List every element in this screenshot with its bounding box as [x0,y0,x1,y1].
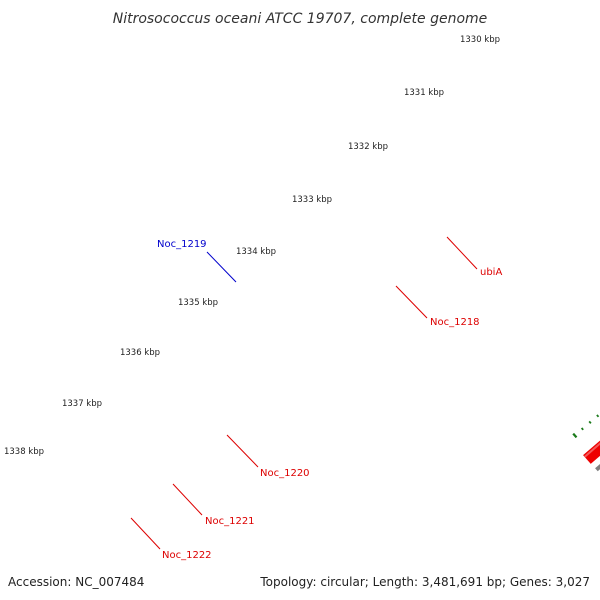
gene-label: Noc_1218 [430,317,480,328]
gene-label: Noc_1219 [157,239,207,250]
label-connector [226,434,259,468]
gene-feature-highlight [584,442,600,458]
label-connector [446,236,478,270]
map-title: Nitrosococcus oceani ATCC 19707, complet… [113,11,488,27]
genome-summary-text: Topology: circular; Length: 3,481,691 bp… [259,575,590,589]
scale-label: 1335 kbp [178,298,218,308]
label-connector [172,483,203,516]
scale-tick [596,414,600,418]
gene-label: Noc_1221 [205,516,255,527]
scale-label: 1333 kbp [292,195,332,205]
scale-label: 1332 kbp [348,142,388,152]
scale-label: 1331 kbp [404,88,444,98]
scale-label: 1337 kbp [62,399,102,409]
label-connector [395,285,428,319]
scale-label: 1336 kbp [120,348,160,358]
scale-label: 1334 kbp [236,247,276,257]
scale-tick [580,427,584,431]
scale-tick [588,420,592,424]
gene-label: Noc_1220 [260,468,310,479]
gene-features [583,440,600,464]
scale-labels: 1330 kbp 1331 kbp 1332 kbp 1333 kbp 1334 kbp… [4,35,500,457]
inner-tick-ring [572,414,600,439]
label-connector [130,517,161,550]
scale-tick [572,432,578,439]
label-connector [206,251,237,283]
gene-feature-cds [583,440,600,464]
scale-label: 1338 kbp [4,447,44,457]
gene-label: Noc_1222 [162,550,212,561]
accession-text: Accession: NC_007484 [8,575,144,589]
genome-backbone [595,464,600,472]
gene-label-lines [130,236,478,550]
scale-label: 1330 kbp [460,35,500,45]
gene-labels: Noc_1219 ubiA Noc_1218 Noc_1220 Noc_1221 Noc_… [157,239,502,561]
gene-label: ubiA [480,267,502,278]
